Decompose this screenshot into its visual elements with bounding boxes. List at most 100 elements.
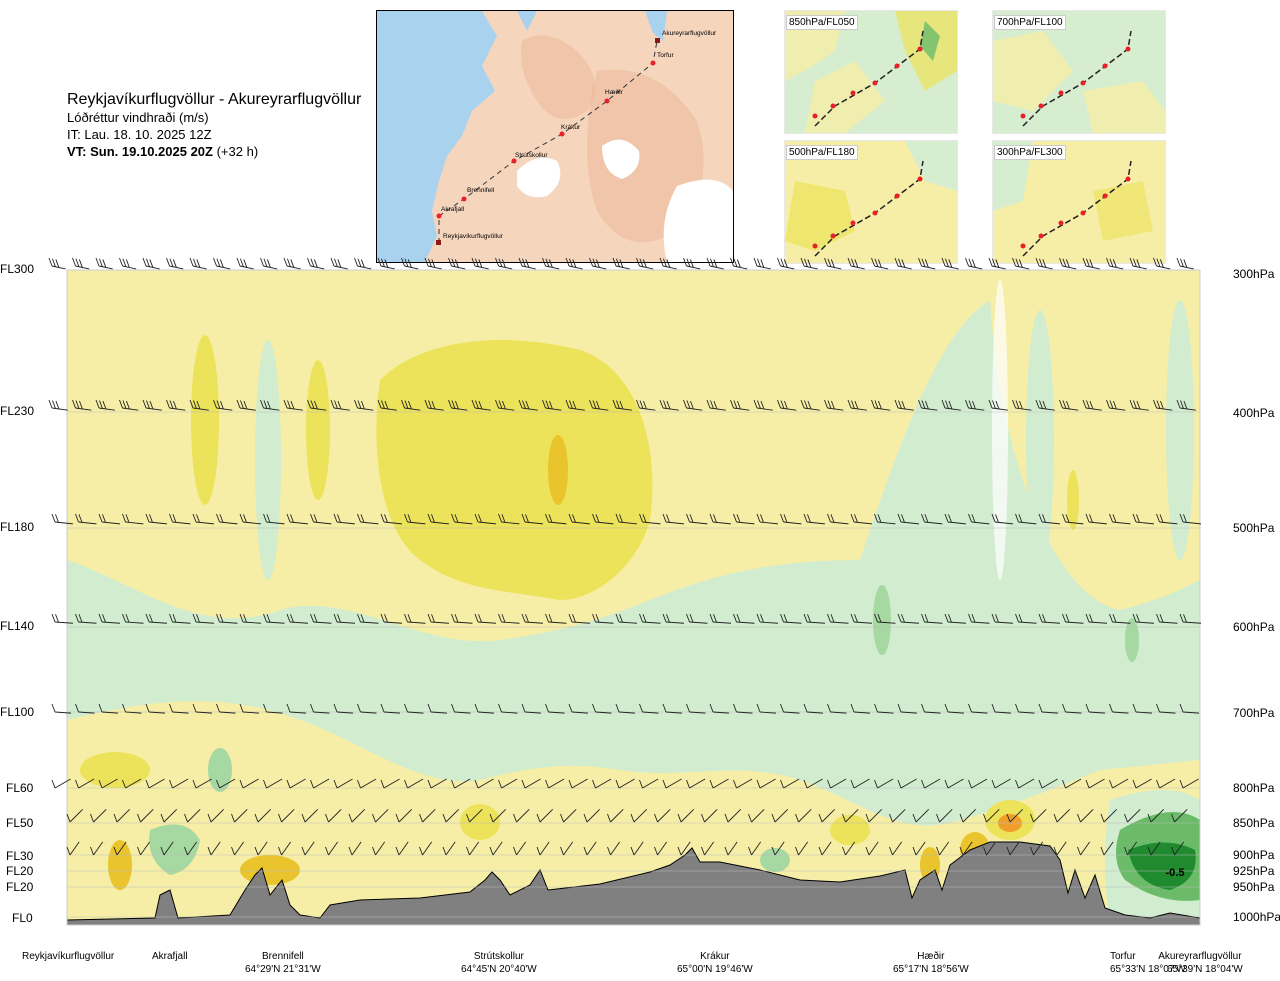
wind-barb-flag (918, 257, 922, 267)
wind-barb (921, 407, 938, 411)
wind-barb (539, 808, 554, 823)
pressure-label: 900hPa (1233, 848, 1275, 862)
wind-barb-flag (548, 259, 553, 268)
wind-barb-flag (642, 614, 647, 623)
wind-barb (1038, 407, 1055, 411)
wind-barb-flag (498, 703, 502, 713)
wind-barb-flag (545, 703, 549, 713)
wind-barb (736, 711, 753, 714)
wind-barb-flag (659, 399, 664, 409)
wind-barb-flag (55, 614, 59, 623)
wind-barb (195, 621, 214, 624)
wind-barb-flag (780, 613, 784, 623)
wind-barb-flag (283, 399, 288, 409)
wind-barb-flag (495, 257, 499, 267)
wind-barb-flag (865, 846, 870, 856)
wind-barb-flag (122, 703, 126, 713)
wind-barb-flag (912, 813, 917, 823)
field-band (1067, 470, 1079, 530)
wind-barb (827, 407, 844, 411)
wind-barb-flag (807, 514, 811, 523)
wind-barb-flag (48, 257, 53, 267)
wind-barb-flag (122, 258, 127, 267)
wind-barb-flag (686, 703, 690, 713)
wind-barb (383, 711, 400, 714)
wind-barb (712, 778, 729, 789)
wind-barb-flag (1176, 399, 1181, 409)
wind-barb-flag (498, 779, 502, 789)
wind-barb-flag (639, 258, 644, 267)
wind-barb-flag (207, 813, 212, 823)
wind-barb-flag (448, 257, 452, 267)
wind-barb (830, 711, 847, 714)
valid-time: VT: Sun. 19.10.2025 20Z (+32 h) (67, 143, 377, 160)
wind-barb-flag (189, 399, 194, 409)
wind-barb (548, 778, 565, 789)
wind-barb (145, 407, 162, 411)
wind-barb-flag (592, 703, 596, 713)
wind-barb (289, 711, 306, 714)
wind-barb-flag (513, 846, 517, 856)
wind-barb-flag (1180, 258, 1184, 267)
wind-barb-flag (971, 514, 976, 523)
fl-label: FL300 (0, 262, 35, 276)
wind-barb-flag (639, 703, 643, 713)
wind-barb (281, 808, 295, 823)
wind-barb (422, 808, 436, 823)
wind-barb-flag (431, 514, 435, 523)
wind-barb-flag (263, 513, 267, 523)
wind-barb-flag (689, 614, 694, 623)
wind-barb (642, 711, 659, 714)
wind-barb-flag (948, 514, 952, 523)
wind-barb-flag (1042, 614, 1046, 623)
wind-barb (704, 808, 718, 823)
waypoint-marker (461, 196, 467, 202)
wind-barb (939, 841, 950, 856)
wind-barb-flag (568, 513, 573, 523)
wind-barb-flag (592, 258, 597, 267)
wind-barb-flag (607, 813, 611, 823)
wind-barb-flag (756, 613, 761, 623)
wind-barb (704, 841, 715, 856)
location-label: Torfur 65°33'N 18°07'W (1110, 950, 1186, 976)
wind-barb (148, 621, 167, 624)
field-band (191, 335, 219, 505)
pressure-label: 800hPa (1233, 781, 1275, 795)
wind-barb (845, 841, 856, 856)
location-name: Strútskollur (473, 951, 524, 962)
wind-barb-flag (854, 259, 859, 268)
wind-barb-flag (545, 513, 549, 523)
wind-barb (642, 621, 661, 624)
wind-barb-flag (313, 614, 318, 623)
wind-barb-flag (266, 614, 271, 623)
wind-barb-flag (216, 613, 220, 623)
wind-barb (806, 711, 823, 714)
wind-barb (783, 621, 802, 624)
wind-barb-flag (874, 400, 879, 409)
wind-barb (595, 778, 612, 789)
wind-barb-flag (213, 257, 217, 267)
wind-barb-flag (1171, 846, 1175, 856)
wind-barb-flag (98, 613, 103, 623)
wind-barb (680, 808, 695, 823)
wind-barb-flag (377, 399, 382, 409)
wind-barb (897, 407, 914, 411)
wind-barb (469, 808, 483, 823)
wind-barb-flag (260, 257, 264, 267)
wind-barb-flag (475, 258, 479, 267)
wind-barb-flag (348, 846, 353, 856)
field-band (108, 840, 132, 890)
wind-barb (1150, 841, 1161, 856)
wind-barb (618, 621, 637, 624)
waypoint-marker (511, 158, 517, 164)
wind-barb (830, 621, 849, 624)
wind-barb-flag (894, 399, 899, 409)
wind-barb (780, 407, 797, 411)
wind-barb-flag (662, 779, 667, 789)
waypoint-label: Reykjavíkurflugvöllur (443, 233, 504, 240)
wind-barb-flag (639, 613, 643, 623)
wind-barb (665, 621, 684, 624)
wind-barb (501, 711, 518, 714)
wind-barb-flag (192, 703, 197, 713)
wind-barb-flag (377, 257, 382, 267)
